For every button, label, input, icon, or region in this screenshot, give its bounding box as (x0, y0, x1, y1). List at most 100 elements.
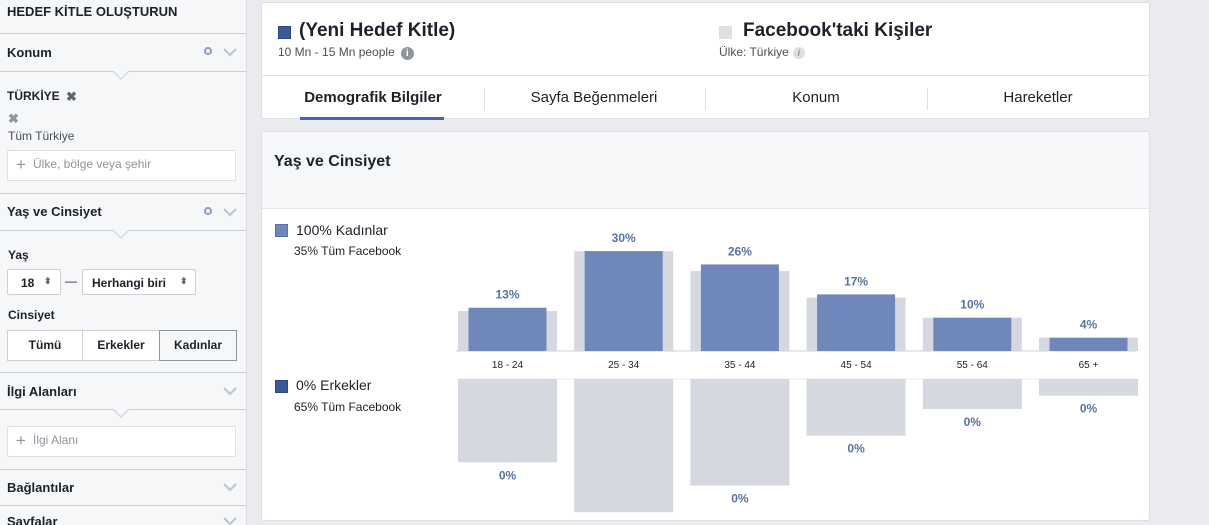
men-benchmark-bar (458, 379, 557, 463)
audience-size-text: 10 Mn - 15 Mn people (278, 45, 395, 59)
remove-country-close-icon[interactable]: ✖ (66, 89, 77, 104)
women-data-label: 4% (1080, 318, 1098, 332)
men-data-label: 0% (731, 492, 749, 506)
age-tick-label: 25 - 34 (608, 360, 640, 371)
women-data-label: 26% (728, 244, 752, 258)
location-country: TÜRKİYE (7, 89, 60, 103)
tab-divider (927, 88, 928, 110)
women-data-label: 13% (495, 288, 519, 302)
tab-divider (484, 88, 485, 110)
age-separator: — (65, 274, 77, 288)
divider (0, 33, 246, 34)
location-scope: Tüm Türkiye (8, 129, 75, 143)
men-benchmark-bar (806, 379, 906, 436)
men-benchmark-bar (574, 379, 674, 513)
men-data-label: 0% (615, 518, 633, 520)
section-notch (113, 409, 129, 418)
updown-arrow-icon: ⬍ (180, 276, 188, 286)
age-tick-label: 55 - 64 (957, 360, 989, 371)
women-bar (1049, 337, 1128, 351)
gender-women-button[interactable]: Kadınlar (159, 330, 237, 361)
location-search-field[interactable]: + (7, 150, 236, 181)
interest-search-input[interactable] (33, 433, 228, 447)
women-bar (817, 294, 896, 351)
men-legend-sub: 65% Tüm Facebook (294, 400, 402, 414)
plus-icon: + (16, 155, 26, 174)
men-benchmark-bar (1039, 379, 1138, 396)
interest-search-field[interactable]: + (7, 426, 236, 457)
age-gender-active-dot-icon (204, 207, 212, 215)
divider (0, 505, 246, 506)
pages-heading[interactable]: Sayfalar (7, 514, 58, 525)
women-legend-label: 100% Kadınlar (296, 222, 388, 238)
age-max-value: Herhangi biri (92, 276, 167, 290)
demographics-title: Yaş ve Cinsiyet (274, 153, 391, 170)
age-max-select[interactable]: Herhangi biri ⬍ (82, 269, 196, 295)
audience-size: 10 Mn - 15 Mn people i (278, 45, 414, 60)
women-data-label: 10% (960, 298, 984, 312)
age-min-value: 18 (21, 276, 35, 290)
interests-chevron-down-icon[interactable] (223, 386, 237, 396)
remove-scope-close-icon[interactable]: ✖ (8, 111, 19, 126)
women-legend-swatch (275, 224, 288, 237)
men-data-label: 0% (847, 442, 865, 456)
gender-label: Cinsiyet (8, 308, 55, 322)
age-tick-label: 18 - 24 (492, 360, 524, 371)
women-bar (700, 264, 779, 351)
facebook-country: Ülke: Türkiye i (719, 45, 805, 59)
women-legend-sub: 35% Tüm Facebook (294, 244, 402, 258)
women-data-label: 17% (844, 274, 868, 288)
tab-bar: Demografik Bilgiler Sayfa Beğenmeleri Ko… (262, 75, 1149, 120)
location-heading[interactable]: Konum (7, 45, 52, 60)
interests-heading[interactable]: İlgi Alanları (7, 384, 77, 399)
age-label: Yaş (8, 248, 29, 262)
age-gender-chevron-down-icon[interactable] (223, 207, 237, 217)
demographics-card: Yaş ve Cinsiyet 100% Kadınlar 35% Tüm Fa… (261, 131, 1150, 521)
connections-chevron-down-icon[interactable] (223, 482, 237, 492)
facebook-color-swatch (719, 26, 732, 39)
section-notch (113, 71, 129, 80)
pages-chevron-down-icon[interactable] (223, 516, 237, 525)
women-bar (584, 251, 663, 351)
plus-icon: + (16, 431, 26, 450)
divider (0, 469, 246, 470)
women-bar (468, 307, 547, 351)
tab-divider (705, 88, 706, 110)
men-legend-swatch (275, 380, 288, 393)
age-min-select[interactable]: 18 ⬍ (7, 269, 61, 295)
sidebar-title: HEDEF KİTLE OLUŞTURUN (7, 4, 178, 19)
location-chevron-down-icon[interactable] (223, 47, 237, 57)
men-data-label: 0% (964, 415, 982, 429)
updown-arrow-icon: ⬍ (44, 276, 52, 286)
info-icon[interactable]: i (400, 47, 414, 60)
audience-header-card: (Yeni Hedef Kitle) 10 Mn - 15 Mn people i… (261, 2, 1150, 120)
age-gender-heading[interactable]: Yaş ve Cinsiyet (7, 204, 102, 219)
divider (0, 193, 246, 194)
age-gender-chart: 13% 18 - 24 0% 30% 25 - 34 0% 26% 35 - 44 0% 17% 4… (456, 231, 1138, 520)
active-tab-underline (300, 117, 444, 120)
gender-all-button[interactable]: Tümü (7, 330, 83, 361)
age-tick-label: 45 - 54 (841, 360, 873, 371)
info-icon[interactable]: i (792, 47, 805, 59)
connections-heading[interactable]: Bağlantılar (7, 480, 75, 495)
audience-color-swatch (278, 26, 291, 39)
facebook-country-text: Ülke: Türkiye (719, 45, 789, 59)
facebook-audience-name: Facebook'taki Kişiler (743, 20, 933, 41)
tab-demographics[interactable]: Demografik Bilgiler (304, 89, 442, 106)
tab-activity[interactable]: Hareketler (1003, 89, 1073, 106)
audience-sidebar: HEDEF KİTLE OLUŞTURUN Konum TÜRKİYE ✖ ✖ … (0, 0, 247, 525)
tab-page-likes[interactable]: Sayfa Beğenmeleri (530, 89, 658, 106)
women-bar (933, 317, 1012, 351)
location-active-dot-icon (204, 47, 212, 55)
men-data-label: 0% (1080, 402, 1098, 416)
men-benchmark-bar (690, 379, 790, 486)
audience-name: (Yeni Hedef Kitle) (299, 20, 456, 41)
women-data-label: 30% (612, 231, 636, 245)
section-notch (113, 230, 129, 239)
location-search-input[interactable] (33, 157, 228, 171)
men-benchmark-bar (922, 379, 1022, 409)
gender-men-button[interactable]: Erkekler (82, 330, 160, 361)
age-tick-label: 35 - 44 (724, 360, 756, 371)
age-tick-label: 65 + (1079, 360, 1099, 371)
tab-location[interactable]: Konum (792, 89, 840, 106)
